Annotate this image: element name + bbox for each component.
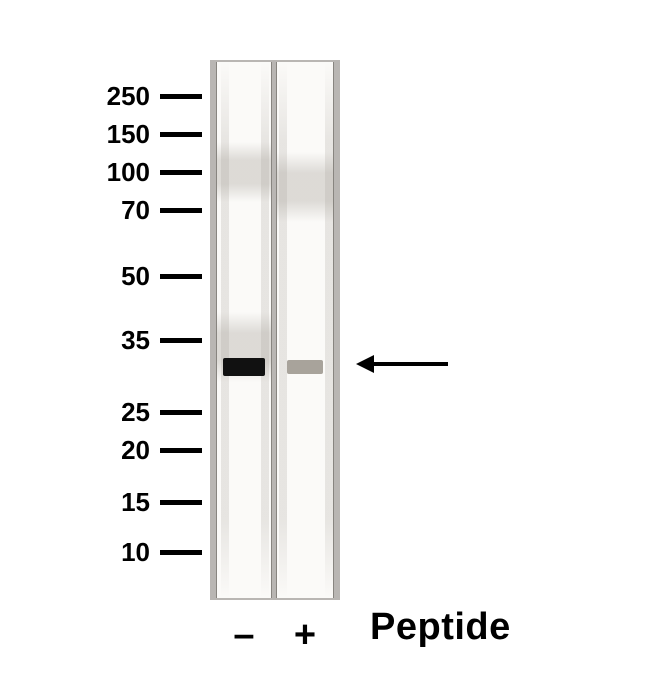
lane-symbol-plus: + <box>276 614 334 657</box>
mw-marker-tick <box>160 170 202 175</box>
mw-marker-150: 150 <box>0 121 202 147</box>
mw-marker-tick <box>160 274 202 279</box>
mw-marker-tick <box>160 550 202 555</box>
band-indicator-arrow <box>356 355 448 373</box>
mw-marker-label: 50 <box>90 261 160 292</box>
arrow-head-icon <box>356 355 374 373</box>
mw-marker-10: 10 <box>0 539 202 565</box>
arrow-shaft <box>374 362 448 366</box>
mw-marker-35: 35 <box>0 327 202 353</box>
lane-edge-streak <box>279 62 287 598</box>
mw-marker-label: 15 <box>90 487 160 518</box>
mw-marker-tick <box>160 338 202 343</box>
mw-marker-label: 35 <box>90 325 160 356</box>
lane-edge-streak <box>325 62 333 598</box>
background-smear <box>277 152 333 222</box>
mw-marker-label: 100 <box>90 157 160 188</box>
mw-marker-label: 25 <box>90 397 160 428</box>
mw-marker-15: 15 <box>0 489 202 515</box>
lane-plus <box>276 62 334 598</box>
western-blot-figure: 250 150 100 70 50 35 25 20 15 10 – + Peptide <box>0 0 650 686</box>
mw-marker-label: 150 <box>90 119 160 150</box>
mw-marker-tick <box>160 132 202 137</box>
mw-marker-20: 20 <box>0 437 202 463</box>
mw-marker-tick <box>160 208 202 213</box>
protein-band <box>287 360 323 374</box>
lane-minus <box>216 62 272 598</box>
mw-marker-tick <box>160 410 202 415</box>
mw-marker-label: 250 <box>90 81 160 112</box>
mw-marker-70: 70 <box>0 197 202 223</box>
mw-marker-25: 25 <box>0 399 202 425</box>
lane-symbol-minus: – <box>216 614 272 657</box>
mw-marker-100: 100 <box>0 159 202 185</box>
blot-membrane <box>210 60 340 600</box>
mw-marker-tick <box>160 500 202 505</box>
mw-marker-tick <box>160 448 202 453</box>
protein-band <box>223 358 265 376</box>
background-smear <box>217 142 271 202</box>
mw-marker-50: 50 <box>0 263 202 289</box>
mw-marker-label: 10 <box>90 537 160 568</box>
mw-marker-label: 70 <box>90 195 160 226</box>
mw-marker-250: 250 <box>0 83 202 109</box>
peptide-label: Peptide <box>370 606 511 649</box>
mw-marker-label: 20 <box>90 435 160 466</box>
mw-marker-tick <box>160 94 202 99</box>
